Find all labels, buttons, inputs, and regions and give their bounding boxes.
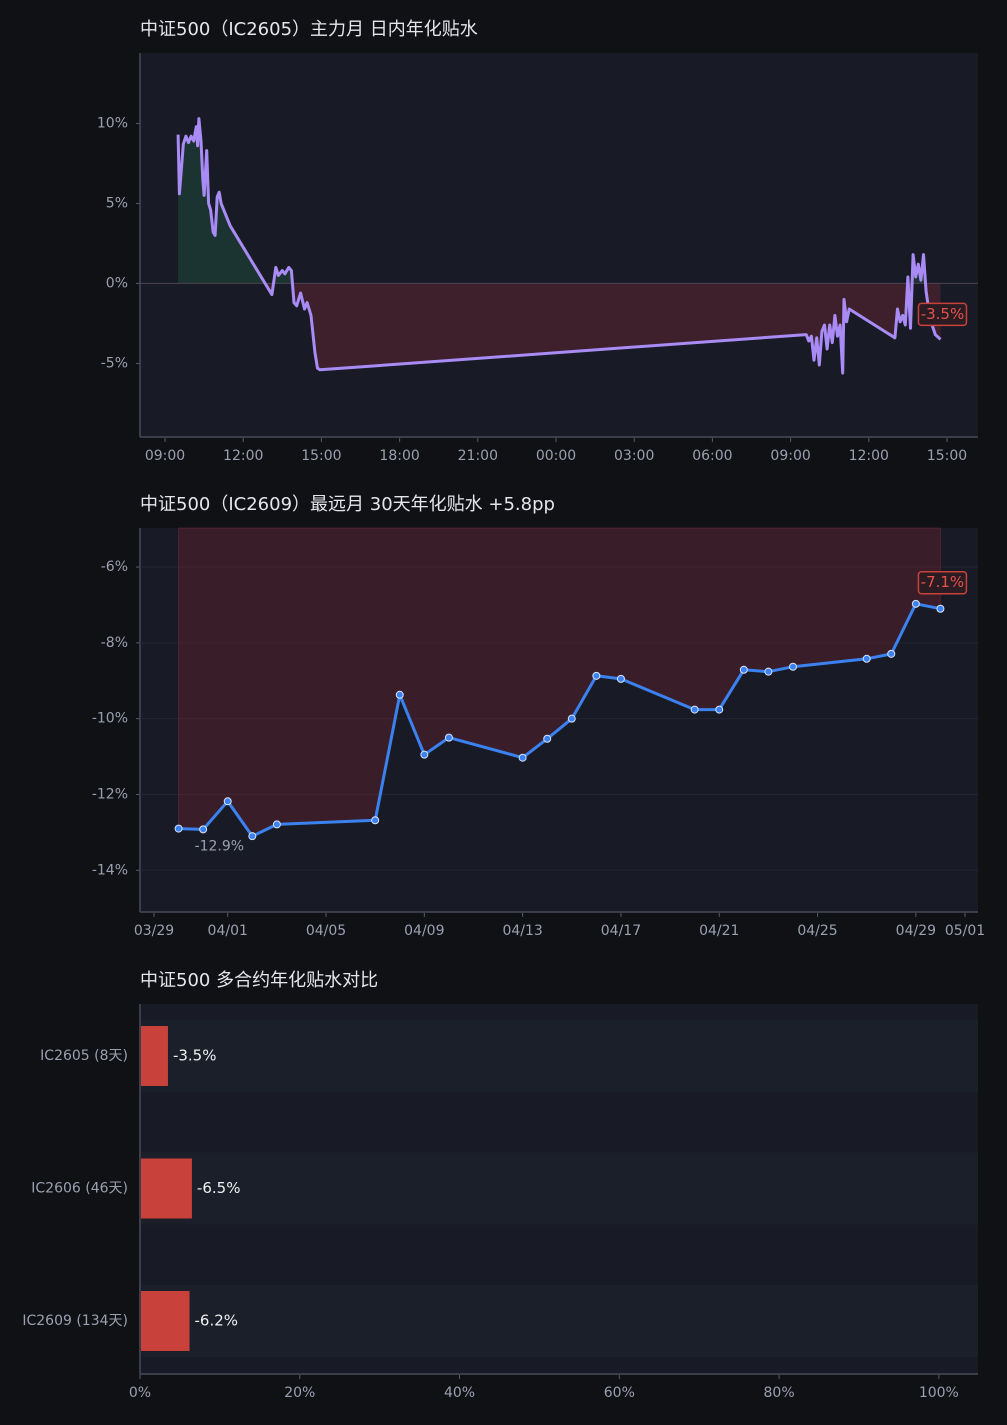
y-tick-label: IC2606 (46天) (31, 1181, 128, 1197)
bar (140, 1026, 168, 1086)
y-tick-label: -10% (92, 711, 128, 727)
x-tick-label: 09:00 (145, 448, 185, 464)
point (936, 604, 945, 613)
plot-area (140, 528, 978, 912)
point (911, 599, 920, 608)
point (739, 665, 748, 674)
point (420, 750, 429, 759)
plot-area (140, 53, 978, 437)
point (862, 654, 871, 663)
point (616, 674, 625, 683)
point (887, 649, 896, 658)
x-tick-label: 04/09 (404, 923, 444, 939)
y-tick-label: -14% (92, 862, 128, 878)
x-tick-label: 03/29 (134, 923, 174, 939)
point (248, 832, 257, 841)
point (395, 690, 404, 699)
chart-title: 中证500（IC2605）主力月 日内年化贴水 (140, 19, 478, 40)
x-tick-label: 04/05 (306, 923, 346, 939)
x-tick-label: 05/01 (945, 923, 985, 939)
point (715, 705, 724, 714)
end-label: -7.1% (921, 573, 965, 591)
x-tick-label: 100% (919, 1385, 959, 1401)
row-band (140, 1152, 978, 1225)
x-tick-label: 12:00 (223, 448, 263, 464)
value-label: -3.5% (173, 1047, 217, 1065)
x-tick-label: 40% (444, 1385, 475, 1401)
point (592, 671, 601, 680)
y-tick-label: -12% (92, 786, 128, 802)
x-tick-label: 04/25 (797, 923, 837, 939)
point (764, 667, 773, 676)
x-tick-label: 09:00 (770, 448, 810, 464)
end-label-box (917, 302, 968, 327)
y-tick-label: -6% (101, 559, 128, 575)
point (543, 734, 552, 743)
end-label-box (917, 570, 968, 595)
x-tick-label: 04/21 (699, 923, 739, 939)
y-tick-label: -5% (101, 355, 128, 371)
x-tick-label: 04/13 (502, 923, 542, 939)
point (174, 824, 183, 833)
row-band (140, 1020, 978, 1092)
row-band (140, 1285, 978, 1357)
area-positive (178, 118, 926, 284)
end-label: -3.5% (921, 305, 965, 323)
y-tick-label: 10% (97, 115, 128, 131)
point (788, 662, 797, 671)
point (199, 825, 208, 834)
x-tick-label: 04/01 (208, 923, 248, 939)
x-tick-label: 0% (129, 1385, 151, 1401)
x-tick-label: 60% (604, 1385, 635, 1401)
y-tick-label: IC2605 (8天) (40, 1048, 128, 1064)
value-label: -6.5% (197, 1179, 241, 1197)
x-tick-label: 21:00 (458, 448, 498, 464)
x-tick-label: 04/17 (601, 923, 641, 939)
chart-title: 中证500 多合约年化贴水对比 (140, 970, 378, 991)
x-tick-label: 00:00 (536, 448, 576, 464)
y-tick-label: 0% (106, 275, 128, 291)
line (176, 117, 942, 375)
area-negative (178, 283, 941, 373)
bar (140, 1158, 192, 1219)
point (567, 714, 576, 723)
point (371, 816, 380, 825)
y-tick-label: 5% (106, 195, 128, 211)
x-tick-label: 15:00 (301, 448, 341, 464)
x-tick-label: 15:00 (927, 448, 967, 464)
x-tick-label: 18:00 (379, 448, 419, 464)
bar (140, 1291, 190, 1351)
x-tick-label: 04/29 (896, 923, 936, 939)
x-tick-label: 20% (284, 1385, 315, 1401)
x-tick-label: 12:00 (849, 448, 889, 464)
y-tick-label: -8% (101, 635, 128, 651)
y-tick-label: IC2609 (134天) (22, 1313, 128, 1329)
x-tick-label: 06:00 (692, 448, 732, 464)
point (518, 753, 527, 762)
start-label: -12.9% (195, 839, 245, 855)
point (223, 797, 232, 806)
point (272, 820, 281, 829)
x-tick-label: 03:00 (614, 448, 654, 464)
point (444, 733, 453, 742)
chart-title: 中证500（IC2609）最远月 30天年化贴水 +5.8pp (140, 494, 555, 515)
x-tick-label: 80% (764, 1385, 795, 1401)
value-label: -6.2% (195, 1312, 239, 1330)
point (690, 705, 699, 714)
